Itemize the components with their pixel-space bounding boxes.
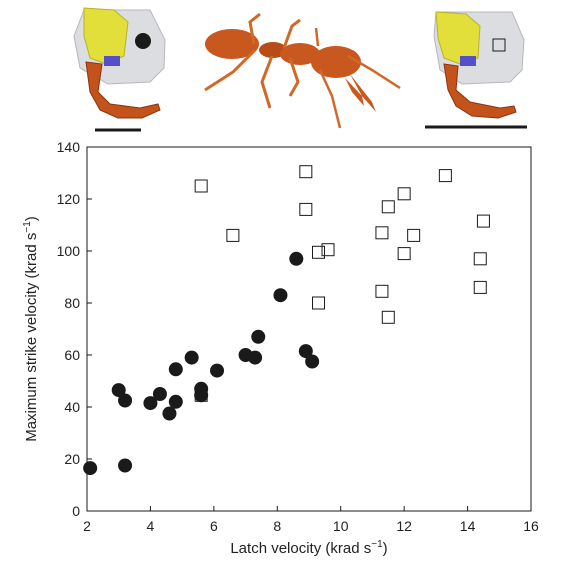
y-tick-label: 0	[72, 503, 80, 519]
circle-point	[143, 396, 158, 411]
x-axis-label: Latch velocity (krad s−1)	[230, 539, 387, 557]
x-axis: 2 4 6 8 10 12 14 16	[83, 506, 539, 534]
circle-point	[168, 394, 183, 409]
square-point	[226, 228, 240, 242]
y-tick-label: 140	[57, 139, 81, 155]
square-point	[473, 280, 487, 294]
y-tick-label: 80	[64, 295, 80, 311]
square-point	[375, 284, 389, 298]
circle-point	[184, 350, 199, 365]
circle-point	[305, 354, 320, 369]
square-point	[299, 202, 313, 216]
x-tick-label: 8	[273, 518, 281, 534]
circle-point	[83, 461, 98, 476]
square-point	[194, 179, 208, 193]
circle-point	[251, 329, 266, 344]
y-tick-label: 120	[57, 191, 81, 207]
data-points	[83, 165, 490, 476]
y-tick-label: 40	[64, 399, 80, 415]
circle-point	[168, 362, 183, 377]
square-point	[476, 214, 490, 228]
circle-point	[248, 350, 263, 365]
y-axis-label: Maximum strike velocity (krad s−1)	[22, 216, 40, 442]
square-point	[299, 165, 313, 179]
x-tick-label: 2	[83, 518, 91, 534]
circle-point	[111, 383, 126, 398]
trap-jaw-ant-icon	[204, 12, 401, 129]
x-tick-label: 12	[396, 518, 412, 534]
x-tick-label: 6	[210, 518, 218, 534]
circle-point	[298, 344, 313, 359]
square-point	[381, 310, 395, 324]
circle-point	[210, 363, 225, 378]
square-point	[397, 247, 411, 261]
square-point	[473, 252, 487, 266]
x-tick-label: 14	[460, 518, 476, 534]
mandible-latch-circle-icon	[73, 7, 166, 132]
circle-point	[118, 393, 133, 408]
square-point	[321, 243, 335, 257]
x-tick-label: 16	[523, 518, 539, 534]
circle-point	[289, 251, 304, 266]
square-point	[397, 187, 411, 201]
square-point	[194, 388, 208, 402]
x-tick-label: 4	[147, 518, 155, 534]
circle-point	[118, 458, 133, 473]
square-point	[312, 245, 326, 259]
circle-point	[162, 406, 177, 421]
circle-point	[273, 288, 288, 303]
y-tick-label: 20	[64, 451, 80, 467]
square-point	[438, 169, 452, 183]
plot-frame	[86, 146, 532, 512]
circle-point	[152, 387, 167, 401]
mandible-latch-square-icon	[425, 11, 527, 129]
y-tick-label: 100	[57, 243, 81, 259]
square-point	[375, 226, 389, 240]
x-tick-label: 10	[333, 518, 349, 534]
square-point	[381, 200, 395, 214]
square-point	[312, 296, 326, 310]
square-point	[407, 228, 421, 242]
y-tick-label: 60	[64, 347, 80, 363]
y-axis: 0 20 40 60 80 100 120 140	[57, 139, 92, 519]
